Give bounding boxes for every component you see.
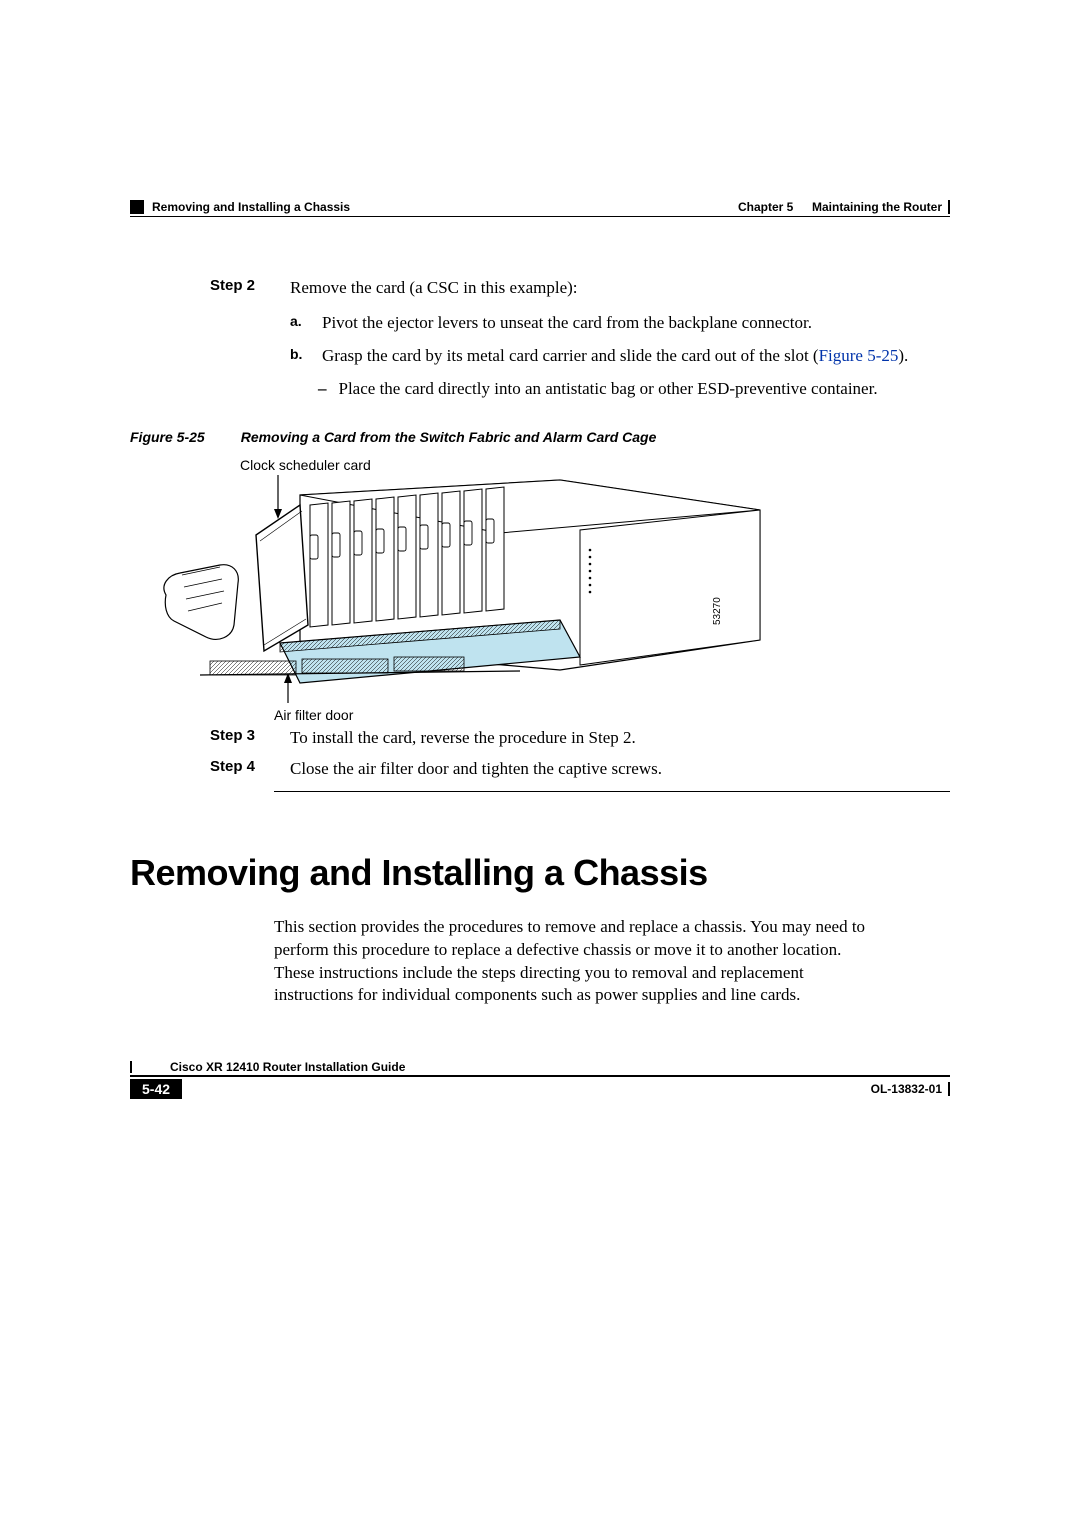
step-label: Step 2 xyxy=(210,277,266,401)
figure-caption: Figure 5-25 Removing a Card from the Swi… xyxy=(130,429,950,445)
figure-id-label: 53270 xyxy=(712,597,723,625)
substep-marker: a. xyxy=(290,312,308,335)
step-text: Remove the card (a CSC in this example): xyxy=(290,278,578,297)
footer-lead-bar-icon xyxy=(130,1061,132,1073)
step-text: Close the air filter door and tighten th… xyxy=(290,758,950,781)
header-chapter-title: Maintaining the Router xyxy=(812,200,942,214)
section-rule xyxy=(274,791,950,792)
figure-label: Figure 5-25 xyxy=(130,429,205,445)
step-label: Step 3 xyxy=(210,727,266,750)
figure-title: Removing a Card from the Switch Fabric a… xyxy=(241,429,657,445)
callout-air-filter-door: Air filter door xyxy=(274,707,950,723)
substep-b: b. Grasp the card by its metal card carr… xyxy=(290,345,950,368)
header-end-bar-icon xyxy=(948,200,950,214)
footer-end-bar-icon xyxy=(948,1082,950,1096)
substep-a: a. Pivot the ejector levers to unseat th… xyxy=(290,312,950,335)
page-number: 5-42 xyxy=(130,1079,182,1099)
substep-text: Pivot the ejector levers to unseat the c… xyxy=(322,312,812,335)
bullet-item: – Place the card directly into an antist… xyxy=(318,378,950,401)
step-label: Step 4 xyxy=(210,758,266,781)
steps-3-4-block: Step 3 To install the card, reverse the … xyxy=(210,727,950,781)
header-chapter-label: Chapter 5 xyxy=(738,200,793,214)
section-paragraph: This section provides the procedures to … xyxy=(274,916,874,1008)
header-section-title: Removing and Installing a Chassis xyxy=(152,200,350,214)
card-cage-illustration: 53270 xyxy=(160,475,800,705)
step-text: To install the card, reverse the procedu… xyxy=(290,727,950,750)
substep-marker: b. xyxy=(290,345,308,368)
running-header: Removing and Installing a Chassis Chapte… xyxy=(130,200,950,217)
figure-reference-link[interactable]: Figure 5-25 xyxy=(819,346,899,365)
dash-icon: – xyxy=(318,378,327,401)
doc-number: OL-13832-01 xyxy=(871,1082,942,1096)
callout-clock-scheduler: Clock scheduler card xyxy=(240,457,950,473)
substep-text-post: ). xyxy=(898,346,908,365)
footer-guide-title: Cisco XR 12410 Router Installation Guide xyxy=(170,1060,405,1074)
step-2-block: Step 2 Remove the card (a CSC in this ex… xyxy=(210,277,950,401)
header-bullet-icon xyxy=(130,200,144,214)
section-heading: Removing and Installing a Chassis xyxy=(130,852,950,894)
bullet-text: Place the card directly into an antistat… xyxy=(339,378,878,401)
substep-text-pre: Grasp the card by its metal card carrier… xyxy=(322,346,819,365)
page-footer: Cisco XR 12410 Router Installation Guide… xyxy=(130,1060,950,1099)
figure-5-25: Clock scheduler card xyxy=(160,457,950,723)
